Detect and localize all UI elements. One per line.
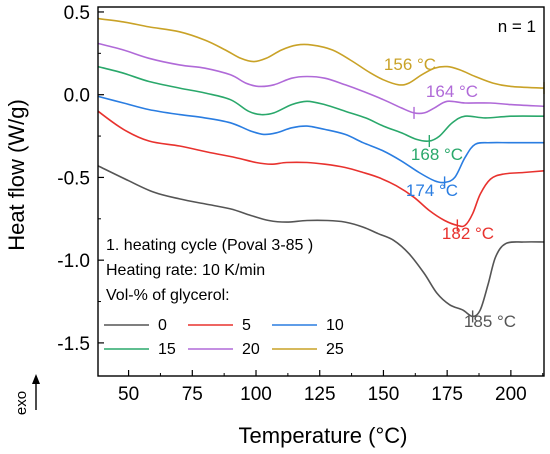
legend: 0 5 10 15 20 25 — [104, 317, 344, 358]
peak-label: 168 °C — [411, 145, 463, 164]
series-curves — [97, 17, 545, 318]
x-tick-label: 200 — [495, 384, 527, 405]
info-line-3: Vol-% of glycerol: — [106, 287, 230, 304]
x-tick-label: 75 — [182, 384, 203, 405]
exo-label: exo — [13, 391, 30, 415]
series-line-5 — [97, 110, 545, 228]
peak-label: 185 °C — [464, 312, 516, 331]
exo-arrowhead-icon — [32, 374, 40, 384]
exo-indicator: exo — [13, 374, 40, 415]
series-line-20 — [97, 42, 545, 115]
series-line-15 — [97, 65, 545, 142]
legend-label: 10 — [326, 317, 344, 334]
sample-count-label: n = 1 — [498, 17, 536, 36]
info-line-2: Heating rate: 10 K/min — [106, 262, 265, 279]
y-tick-label: 0.0 — [64, 86, 90, 107]
plot-frame — [97, 6, 545, 377]
x-axis-title: Temperature (°C) — [239, 423, 408, 448]
info-box: 1. heating cycle (Poval 3-85 ) Heating r… — [106, 237, 313, 304]
peak-label: 164 °C — [426, 82, 478, 101]
y-tick-label: -0.5 — [57, 168, 90, 189]
x-tick-label: 150 — [368, 384, 400, 405]
legend-label: 20 — [242, 341, 260, 358]
series-line-0 — [97, 165, 545, 318]
y-tick-label: -1.0 — [57, 251, 90, 272]
x-tick-label: 175 — [431, 384, 463, 405]
legend-label: 25 — [326, 341, 344, 358]
peak-markers: 185 °C 182 °C 174 °C 168 °C 164 °C 156 °C — [384, 55, 545, 331]
legend-label: 15 — [158, 341, 176, 358]
peak-label: 156 °C — [384, 55, 436, 74]
x-tick-label: 50 — [118, 384, 139, 405]
x-tick-label: 125 — [304, 384, 336, 405]
x-tick-label: 100 — [240, 384, 272, 405]
y-tick-label: 0.5 — [64, 3, 90, 24]
peak-label: 182 °C — [442, 224, 494, 243]
series-line-10 — [97, 95, 544, 184]
peak-label: 174 °C — [406, 181, 458, 200]
legend-label: 0 — [158, 317, 167, 334]
y-tick-label: -1.5 — [57, 334, 90, 355]
y-axis-title: Heat flow (W/g) — [4, 99, 29, 251]
info-line-1: 1. heating cycle (Poval 3-85 ) — [106, 237, 313, 254]
series-line-25 — [97, 17, 545, 89]
legend-label: 5 — [242, 317, 251, 334]
